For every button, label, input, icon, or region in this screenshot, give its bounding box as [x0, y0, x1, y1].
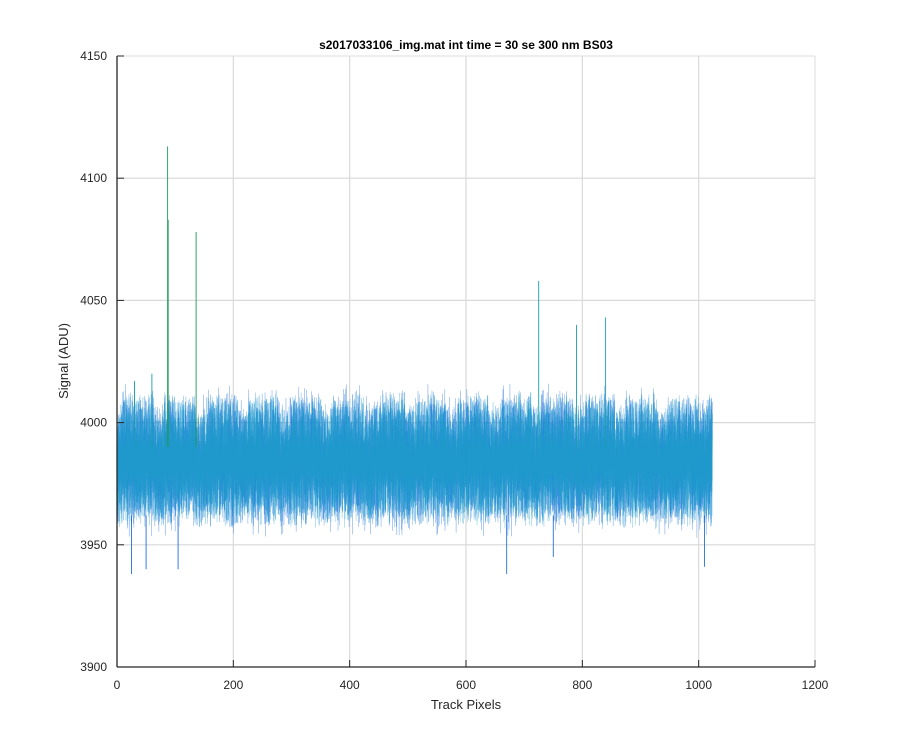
y-tick-label: 4000	[80, 416, 107, 430]
data-layer	[116, 146, 713, 575]
y-tick-label: 4150	[80, 49, 107, 63]
tick-labels: 0 200 400 600 800 1000 1200 3900 3950 4000 4050 410…	[80, 49, 828, 692]
y-axis-title: Signal (ADU)	[56, 323, 71, 399]
signal-trace	[116, 391, 713, 529]
x-tick-label: 200	[223, 678, 243, 692]
axes	[116, 55, 816, 668]
x-tick-label: 0	[114, 678, 121, 692]
y-tick-label: 4050	[80, 293, 107, 307]
y-tick-label: 3900	[80, 660, 107, 674]
x-tick-label: 800	[572, 678, 592, 692]
y-tick-label: 4100	[80, 171, 107, 185]
chart-title: s2017033106_img.mat int time = 30 se 300…	[319, 38, 613, 52]
x-tick-label: 600	[456, 678, 476, 692]
y-tick-label: 3950	[80, 538, 107, 552]
x-tick-label: 1200	[802, 678, 829, 692]
x-tick-label: 1000	[685, 678, 712, 692]
x-axis-title: Track Pixels	[431, 697, 502, 712]
x-tick-label: 400	[340, 678, 360, 692]
